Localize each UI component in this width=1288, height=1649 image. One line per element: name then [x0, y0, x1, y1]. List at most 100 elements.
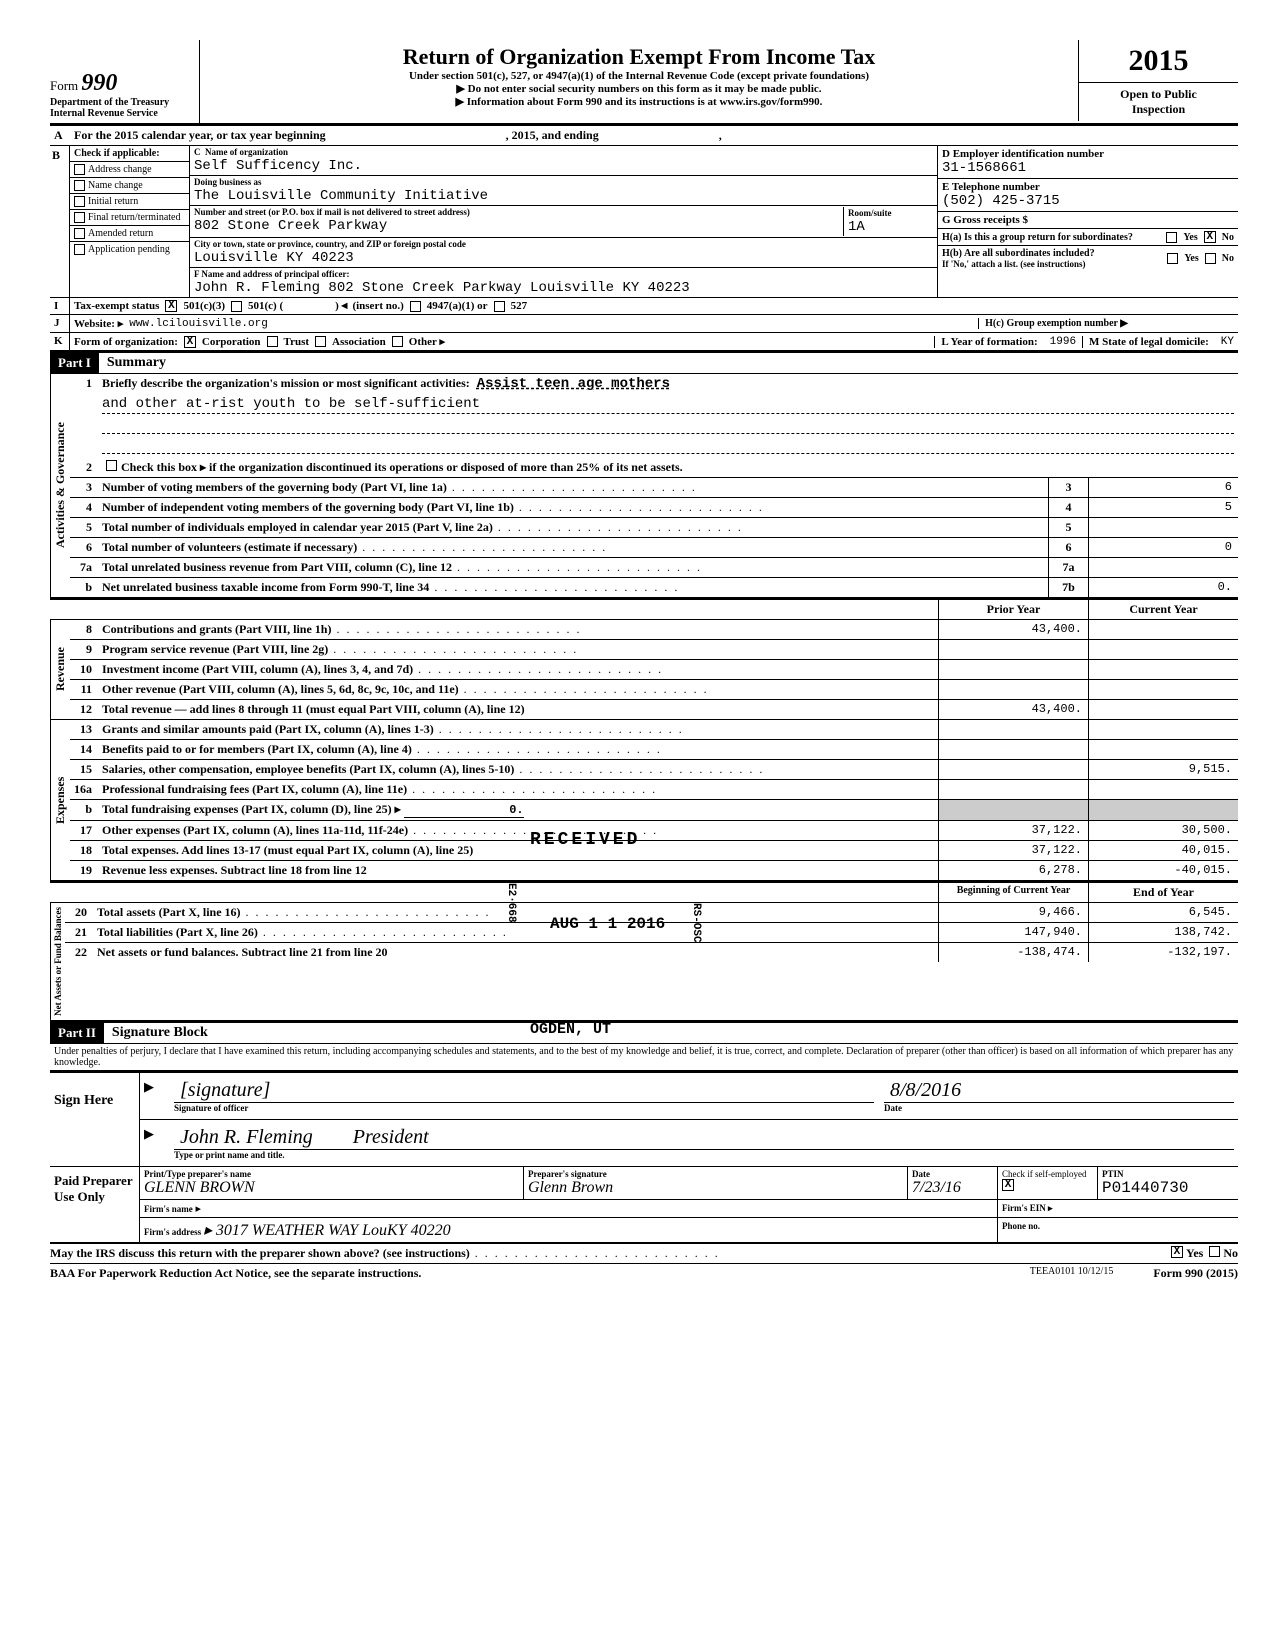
line8-prior: 43,400. — [938, 620, 1088, 639]
firm-address: ▸ 3017 WEATHER WAY LouKY 40220 — [204, 1222, 451, 1239]
mid-column: C Name of organization Self Sufficency I… — [190, 146, 938, 297]
d-label: D Employer identification number — [942, 148, 1104, 160]
part1-badge: Part I — [50, 353, 99, 373]
501c3-box[interactable]: X — [165, 300, 177, 312]
line5-value — [1088, 518, 1238, 537]
check-column: Check if applicable: Address change Name… — [70, 146, 190, 297]
row-a: A For the 2015 calendar year, or tax yea… — [50, 126, 1238, 146]
room-value: 1A — [848, 219, 865, 235]
officer-signature[interactable]: [signature] — [174, 1079, 874, 1103]
footer-form: Form 990 (2015) — [1153, 1266, 1238, 1281]
line7a-value — [1088, 558, 1238, 577]
hb-yes-box[interactable] — [1167, 253, 1178, 264]
dept-line1: Department of the Treasury — [50, 97, 199, 108]
right-column: D Employer identification number 31-1568… — [938, 146, 1238, 297]
hc-label: H(c) Group exemption number ▶ — [978, 318, 1128, 329]
trust-box[interactable] — [267, 336, 278, 347]
section-b: B Check if applicable: Address change Na… — [50, 146, 1238, 298]
ha-yes-box[interactable] — [1166, 232, 1177, 243]
row-a-text3: , — [719, 128, 722, 143]
hb-no-box[interactable] — [1205, 253, 1216, 264]
check-name[interactable]: Name change — [70, 178, 189, 194]
check-initial[interactable]: Initial return — [70, 194, 189, 210]
prior-year-header: Prior Year — [938, 600, 1088, 619]
self-employed-box[interactable]: X — [1002, 1179, 1014, 1191]
4947-box[interactable] — [410, 301, 421, 312]
footer-row: BAA For Paperwork Reduction Act Notice, … — [50, 1264, 1238, 1283]
dept-line2: Internal Revenue Service — [50, 108, 199, 119]
dba-label: Doing business as — [194, 177, 933, 187]
irs-yes-box[interactable]: X — [1171, 1246, 1183, 1258]
e-label: E Telephone number — [942, 181, 1040, 193]
street-value: 802 Stone Creek Parkway — [194, 218, 387, 234]
line18-prior: 37,122. — [938, 841, 1088, 860]
row-a-label: A — [54, 128, 74, 143]
g-label: G Gross receipts $ — [942, 214, 1028, 226]
line3-value: 6 — [1088, 478, 1238, 497]
paid-preparer-block: Paid Preparer Use Only Print/Type prepar… — [50, 1167, 1238, 1244]
sign-here-label: Sign Here — [50, 1073, 140, 1166]
line22-eoy: -132,197. — [1088, 943, 1238, 962]
preparer-signature[interactable]: Glenn Brown — [528, 1179, 613, 1196]
hb-note: If 'No,' attach a list. (see instruction… — [942, 259, 1161, 269]
form-subtitle1: Under section 501(c), 527, or 4947(a)(1)… — [210, 70, 1068, 82]
ha-no-box[interactable]: X — [1204, 231, 1216, 243]
form-header: Form 990 Department of the Treasury Inte… — [50, 40, 1238, 123]
ein-value: 31-1568661 — [942, 160, 1026, 176]
part2-badge: Part II — [50, 1023, 104, 1043]
line12-current — [1088, 700, 1238, 719]
line19-prior: 6,278. — [938, 861, 1088, 880]
form-title: Return of Organization Exempt From Incom… — [210, 44, 1068, 70]
line15-current: 9,515. — [1088, 760, 1238, 779]
state-domicile: KY — [1221, 336, 1234, 348]
street-label: Number and street (or P.O. box if mail i… — [194, 207, 843, 217]
paid-preparer-label: Paid Preparer Use Only — [50, 1167, 140, 1242]
jurat-text: Under penalties of perjury, I declare th… — [50, 1044, 1238, 1071]
line4-value: 5 — [1088, 498, 1238, 517]
discontinued-box[interactable] — [106, 460, 117, 471]
room-label: Room/suite — [848, 208, 929, 218]
form-subtitle2a: ▶ Do not enter social security numbers o… — [210, 82, 1068, 95]
check-address[interactable]: Address change — [70, 162, 189, 178]
year-formation: 1996 — [1050, 336, 1076, 348]
org-name: Self Sufficency Inc. — [194, 158, 362, 174]
527-box[interactable] — [494, 301, 505, 312]
check-header: Check if applicable: — [70, 146, 189, 162]
baa-notice: BAA For Paperwork Reduction Act Notice, … — [50, 1266, 1030, 1281]
officer-sign-date[interactable]: 8/8/2016 — [884, 1079, 1234, 1103]
city-value: Louisville KY 40223 — [194, 250, 354, 266]
net-assets-block: Net Assets or Fund Balances 20Total asse… — [50, 903, 1238, 1021]
current-year-header: Current Year — [1088, 600, 1238, 619]
ptin-value: P01440730 — [1102, 1179, 1188, 1197]
ogden-stamp: OGDEN, UT — [530, 1021, 611, 1038]
side-expenses: Expenses — [50, 720, 70, 880]
footer-code: TEEA0101 10/12/15 — [1030, 1266, 1154, 1281]
part2-title: Signature Block — [104, 1023, 216, 1043]
check-amended[interactable]: Amended return — [70, 226, 189, 242]
expenses-block: Expenses 13Grants and similar amounts pa… — [50, 720, 1238, 881]
preparer-date: 7/23/16 — [912, 1179, 961, 1196]
501c-box[interactable] — [231, 301, 242, 312]
boy-header: Beginning of Current Year — [938, 883, 1088, 902]
check-final[interactable]: Final return/terminated — [70, 210, 189, 226]
line18-current: 40,015. — [1088, 841, 1238, 860]
boy-eoy-header: Beginning of Current Year End of Year — [50, 881, 1238, 903]
form-label: Form — [50, 78, 78, 93]
part2-header-row: Part II Signature Block OGDEN, UT — [50, 1021, 1238, 1044]
assoc-box[interactable] — [315, 336, 326, 347]
other-box[interactable] — [392, 336, 403, 347]
line20-eoy: 6,545. — [1088, 903, 1238, 922]
f-label: F Name and address of principal officer: — [194, 269, 933, 279]
form-subtitle2b: ▶ Information about Form 990 and its ins… — [210, 95, 1068, 108]
title-block: Return of Organization Exempt From Incom… — [200, 40, 1078, 108]
check-pending[interactable]: Application pending — [70, 242, 189, 257]
line12-prior: 43,400. — [938, 700, 1088, 719]
officer-title: President — [353, 1126, 429, 1148]
governance-block: Activities & Governance 1 Briefly descri… — [50, 374, 1238, 598]
f-value: John R. Fleming 802 Stone Creek Parkway … — [194, 280, 690, 296]
website-value: www.lcilouisville.org — [129, 318, 268, 330]
corp-box[interactable]: X — [184, 336, 196, 348]
mission-text1: Assist teen age mothers — [473, 374, 674, 394]
side-net: Net Assets or Fund Balances — [50, 903, 65, 1020]
irs-no-box[interactable] — [1209, 1246, 1220, 1257]
